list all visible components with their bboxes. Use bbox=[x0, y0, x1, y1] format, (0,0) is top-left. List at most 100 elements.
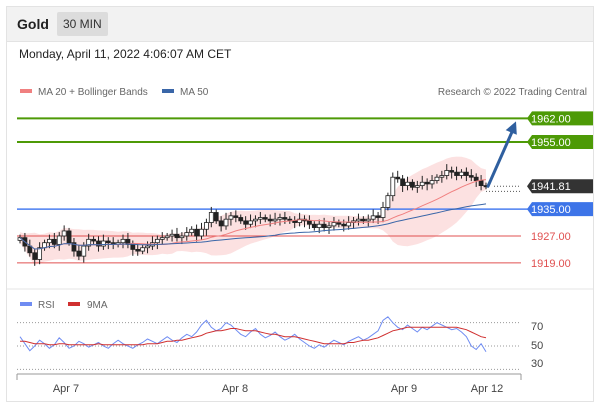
candle-body bbox=[385, 195, 391, 208]
candle-body bbox=[444, 170, 450, 176]
candle-body bbox=[370, 215, 376, 220]
candle-body bbox=[380, 207, 386, 218]
rsi-tick-50: 50 bbox=[531, 340, 543, 352]
report-datetime: Monday, April 11, 2022 4:06:07 AM CET bbox=[19, 47, 232, 61]
x-tick-apr7: Apr 7 bbox=[53, 383, 79, 395]
forecast-arrow-shaft bbox=[486, 125, 516, 188]
candle-body bbox=[365, 218, 371, 222]
candle-body bbox=[405, 181, 410, 187]
candle-body bbox=[194, 228, 199, 237]
legend-swatch-ma20 bbox=[20, 89, 32, 93]
candle-body bbox=[66, 230, 72, 244]
forecast-arrow-head bbox=[505, 121, 517, 135]
candle-body bbox=[199, 228, 204, 237]
candle-body bbox=[321, 223, 327, 228]
rsi-9ma-line bbox=[20, 326, 487, 346]
timeframe-badge[interactable]: 30 MIN bbox=[57, 12, 108, 36]
candle-body bbox=[473, 176, 479, 181]
chart-widget: Gold 30 MIN Monday, April 11, 2022 4:06:… bbox=[6, 6, 594, 402]
level-tag-3 bbox=[527, 202, 593, 217]
candle-body bbox=[410, 181, 415, 188]
candle-body bbox=[233, 215, 239, 218]
x-tick-apr9: Apr 9 bbox=[391, 383, 417, 395]
rsi-chart bbox=[17, 316, 521, 370]
legend-swatch-ma50 bbox=[162, 89, 174, 93]
candle-body bbox=[56, 235, 62, 245]
price-chart: 1962.00 1955.00 1941.81 1935.00 1927.00 1919.… bbox=[17, 111, 593, 270]
rsi-tick-30: 30 bbox=[531, 358, 543, 370]
candle-body bbox=[253, 218, 258, 222]
candle-body bbox=[81, 245, 87, 257]
level-label-4: 1927.00 bbox=[531, 231, 571, 243]
candle-body bbox=[228, 215, 234, 220]
candle-body bbox=[76, 250, 82, 257]
candle-body bbox=[184, 232, 190, 237]
candle-body bbox=[395, 176, 401, 180]
candle-body bbox=[478, 180, 484, 187]
candle-body bbox=[316, 223, 322, 228]
candle-body bbox=[331, 222, 337, 227]
candle-body bbox=[100, 240, 106, 247]
candle-body bbox=[105, 240, 111, 244]
x-tick-apr12: Apr 12 bbox=[471, 383, 503, 395]
candle-body bbox=[459, 171, 464, 176]
rsi-line bbox=[19, 316, 487, 353]
candle-body bbox=[32, 252, 38, 260]
level-tag-2 bbox=[527, 179, 593, 194]
candle-body bbox=[262, 217, 268, 220]
candle-body bbox=[463, 171, 469, 176]
level-label-5: 1919.00 bbox=[531, 258, 571, 270]
candle-body bbox=[130, 243, 136, 250]
candle-body bbox=[272, 218, 278, 222]
candle-body bbox=[439, 175, 445, 178]
candle-body bbox=[356, 218, 361, 222]
candle-body bbox=[248, 220, 253, 225]
candle-body bbox=[51, 238, 57, 245]
candle-body bbox=[282, 217, 288, 220]
candle-body bbox=[179, 235, 185, 239]
candle-body bbox=[419, 181, 425, 187]
candle-body bbox=[434, 176, 440, 181]
candle-body bbox=[208, 212, 214, 223]
ma50-line bbox=[19, 203, 487, 250]
candle-body bbox=[243, 220, 249, 225]
candle-body bbox=[223, 218, 229, 227]
x-tick-apr8: Apr 8 bbox=[222, 383, 248, 395]
candle-body bbox=[424, 181, 430, 185]
legend-swatch-rsi bbox=[20, 302, 32, 306]
candle-body bbox=[135, 249, 141, 252]
candle-body bbox=[164, 235, 170, 239]
legend-9ma-label: 9MA bbox=[87, 300, 108, 311]
candle-body bbox=[154, 238, 160, 244]
candle-body bbox=[145, 245, 150, 249]
candle-body bbox=[375, 215, 381, 218]
candle-body bbox=[159, 237, 165, 240]
copyright-text: Research © 2022 Trading Central bbox=[438, 87, 587, 98]
candle-body bbox=[326, 225, 332, 228]
candle-body bbox=[360, 218, 366, 222]
legend-swatch-9ma bbox=[68, 302, 80, 306]
candle-body bbox=[390, 176, 396, 197]
candle-body bbox=[341, 223, 347, 227]
widget-header: Gold 30 MIN bbox=[7, 7, 593, 42]
candle-body bbox=[449, 170, 455, 173]
candle-body bbox=[238, 217, 244, 222]
rsi-tick-70: 70 bbox=[531, 321, 543, 333]
candle-body bbox=[120, 238, 126, 244]
level-label-3: 1935.00 bbox=[531, 204, 571, 216]
candle-body bbox=[37, 247, 43, 260]
level-tag-1 bbox=[527, 134, 593, 149]
candle-body bbox=[47, 238, 52, 244]
legend-rsi-label: RSI bbox=[38, 300, 55, 311]
candle-body bbox=[174, 233, 180, 239]
level-tag-0 bbox=[527, 111, 593, 126]
level-label-0: 1962.00 bbox=[531, 113, 571, 125]
candle-body bbox=[468, 175, 474, 178]
candle-body bbox=[292, 220, 298, 223]
candle-body bbox=[267, 218, 273, 222]
candle-body bbox=[311, 223, 317, 228]
candle-body bbox=[257, 217, 263, 220]
candle-body bbox=[203, 222, 209, 230]
candle-body bbox=[71, 242, 77, 252]
